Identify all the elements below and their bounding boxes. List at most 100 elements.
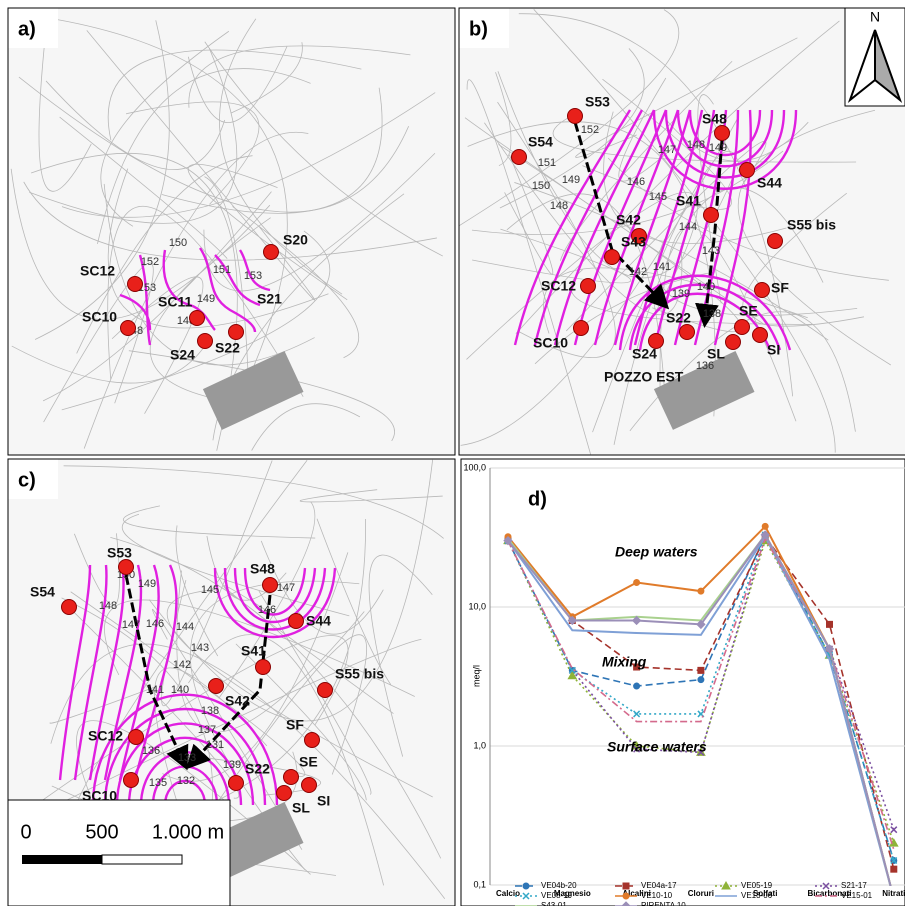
well-label: S55 bis bbox=[787, 217, 836, 233]
contour-label: 138 bbox=[703, 308, 721, 320]
well-marker bbox=[753, 328, 768, 343]
well-marker bbox=[574, 321, 589, 336]
scale-bar bbox=[102, 855, 182, 864]
contour-label: 136 bbox=[142, 745, 160, 757]
well-label: S53 bbox=[107, 545, 132, 561]
well-marker bbox=[124, 773, 139, 788]
well-label: S44 bbox=[757, 175, 782, 191]
contour-label: 131 bbox=[206, 739, 224, 751]
well-marker bbox=[512, 150, 527, 165]
well-label: SC10 bbox=[82, 309, 117, 325]
contour-label: 132 bbox=[177, 775, 195, 787]
contour-label: 148 bbox=[99, 600, 117, 612]
well-marker bbox=[704, 208, 719, 223]
point bbox=[634, 683, 640, 689]
contour-label: 149 bbox=[562, 174, 580, 186]
contour-label: 149 bbox=[138, 578, 156, 590]
contour-label: 148 bbox=[550, 200, 568, 212]
well-marker bbox=[715, 126, 730, 141]
legend-label: VE04a-17 bbox=[641, 881, 677, 890]
contour-label: 150 bbox=[532, 180, 550, 192]
contour-label: 138 bbox=[201, 705, 219, 717]
contour-label: 135 bbox=[149, 777, 167, 789]
well-label: S48 bbox=[702, 111, 727, 127]
y-tick-label: 10,0 bbox=[468, 601, 486, 611]
legend-label: PIRENTA 10 bbox=[641, 901, 686, 906]
legend-label: S21-17 bbox=[841, 881, 867, 890]
well-label: SE bbox=[299, 754, 318, 770]
contour-label: 149 bbox=[197, 293, 215, 305]
well-label: SC10 bbox=[533, 335, 568, 351]
legend-label: VE15-01 bbox=[841, 891, 873, 900]
point bbox=[891, 866, 897, 872]
well-label: S43 bbox=[621, 234, 646, 250]
y-tick-label: 1,0 bbox=[473, 740, 486, 750]
well-marker bbox=[768, 234, 783, 249]
annotation: Deep waters bbox=[615, 544, 698, 560]
legend-label: S43-01 bbox=[541, 901, 567, 906]
north-label: N bbox=[870, 9, 880, 25]
contour-label: 143 bbox=[191, 642, 209, 654]
well-marker bbox=[302, 778, 317, 793]
figure: 152153150151153149148148SC12SC10SC11S24S… bbox=[0, 0, 905, 906]
scale-label: 0 bbox=[20, 821, 31, 843]
legend-label: VE13-06 bbox=[741, 891, 773, 900]
well-marker bbox=[62, 600, 77, 615]
annotation: Surface waters bbox=[607, 739, 707, 755]
contour-label: 136 bbox=[696, 360, 714, 372]
well-label: SI bbox=[767, 342, 780, 358]
well-marker bbox=[289, 614, 304, 629]
map-panel: 152153150151153149148148SC12SC10SC11S24S… bbox=[8, 8, 455, 455]
well-label: SF bbox=[286, 717, 304, 733]
annotation: Mixing bbox=[602, 654, 647, 670]
scale-label: 1.000 m bbox=[152, 821, 224, 843]
contour-label: 143 bbox=[702, 245, 720, 257]
panel-label: c) bbox=[18, 469, 36, 491]
contour-label: 149 bbox=[709, 142, 727, 154]
contour-label: 152 bbox=[581, 124, 599, 136]
y-axis-label: meq/l bbox=[471, 665, 481, 687]
point bbox=[762, 523, 768, 529]
contour-label: 146 bbox=[258, 604, 276, 616]
well-label: SC12 bbox=[80, 263, 115, 279]
well-marker bbox=[735, 320, 750, 335]
well-marker bbox=[284, 770, 299, 785]
well-marker bbox=[305, 733, 320, 748]
well-label: SL bbox=[292, 800, 310, 816]
contour-label: 148 bbox=[687, 139, 705, 151]
well-label: S54 bbox=[528, 134, 553, 150]
well-marker bbox=[581, 279, 596, 294]
contour-label: 144 bbox=[176, 621, 194, 633]
contour-label: 151 bbox=[213, 264, 231, 276]
well-marker bbox=[740, 163, 755, 178]
scale-box bbox=[8, 800, 230, 906]
well-marker bbox=[209, 679, 224, 694]
contour-label: 153 bbox=[244, 270, 262, 282]
well-label: SC12 bbox=[541, 278, 576, 294]
well-label: S22 bbox=[215, 340, 240, 356]
contour-label: 147 bbox=[122, 619, 140, 631]
contour-label: 140 bbox=[171, 684, 189, 696]
well-marker bbox=[198, 334, 213, 349]
well-marker bbox=[256, 660, 271, 675]
well-label: S48 bbox=[250, 561, 275, 577]
well-marker bbox=[121, 321, 136, 336]
y-tick-label: 100,0 bbox=[463, 462, 486, 472]
contour-label: 142 bbox=[629, 266, 647, 278]
contour-label: 141 bbox=[653, 261, 671, 273]
contour-label: 150 bbox=[169, 237, 187, 249]
well-label: S44 bbox=[306, 613, 331, 629]
contour-label: 145 bbox=[649, 191, 667, 203]
contour-label: 145 bbox=[201, 584, 219, 596]
contour-label: 147 bbox=[658, 144, 676, 156]
panel-label: b) bbox=[469, 18, 488, 40]
well-label: S24 bbox=[632, 346, 657, 362]
well-marker bbox=[264, 245, 279, 260]
contour-label: 147 bbox=[277, 582, 295, 594]
well-marker bbox=[263, 578, 278, 593]
legend-marker bbox=[623, 883, 629, 889]
contour-label: 139 bbox=[223, 759, 241, 771]
well-marker bbox=[277, 786, 292, 801]
legend-marker bbox=[623, 893, 629, 899]
point bbox=[698, 667, 704, 673]
